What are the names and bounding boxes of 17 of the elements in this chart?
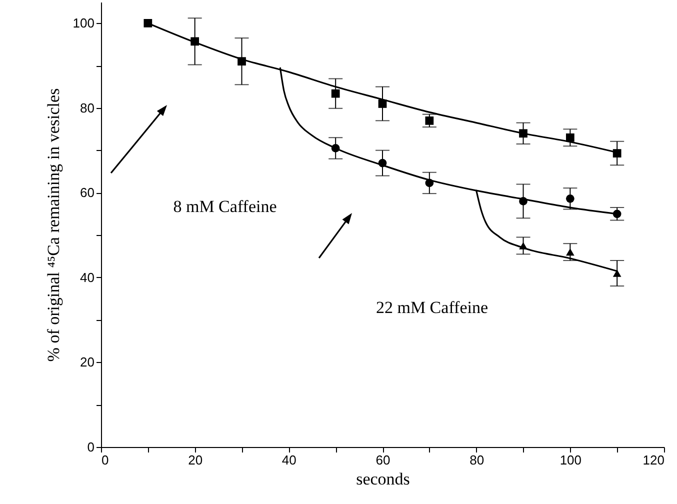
x-tick-label: 40 — [282, 452, 296, 468]
y-tick-label: 100 — [72, 16, 94, 31]
annotation: 22 mM Caffeine — [376, 298, 488, 317]
annotation: 8 mM Caffeine — [173, 197, 277, 216]
x-axis-title: seconds — [356, 470, 410, 488]
x-tick-label: 80 — [470, 452, 484, 468]
y-tick-label: 40 — [80, 270, 94, 285]
y-tick-label: 20 — [80, 354, 94, 370]
x-tick-label: 120 — [642, 452, 664, 468]
y-tick-label: 0 — [87, 440, 94, 454]
y-tick-label: 80 — [80, 100, 94, 116]
x-tick-label: 0 — [102, 452, 109, 468]
x-tick-label: 60 — [376, 452, 390, 468]
x-tick-label: 20 — [188, 452, 203, 468]
x-tick-label: 100 — [560, 452, 582, 468]
y-tick-label: 60 — [80, 185, 94, 200]
y-axis-title: % of original ⁴⁵Ca remaining in vesicles — [44, 88, 63, 362]
